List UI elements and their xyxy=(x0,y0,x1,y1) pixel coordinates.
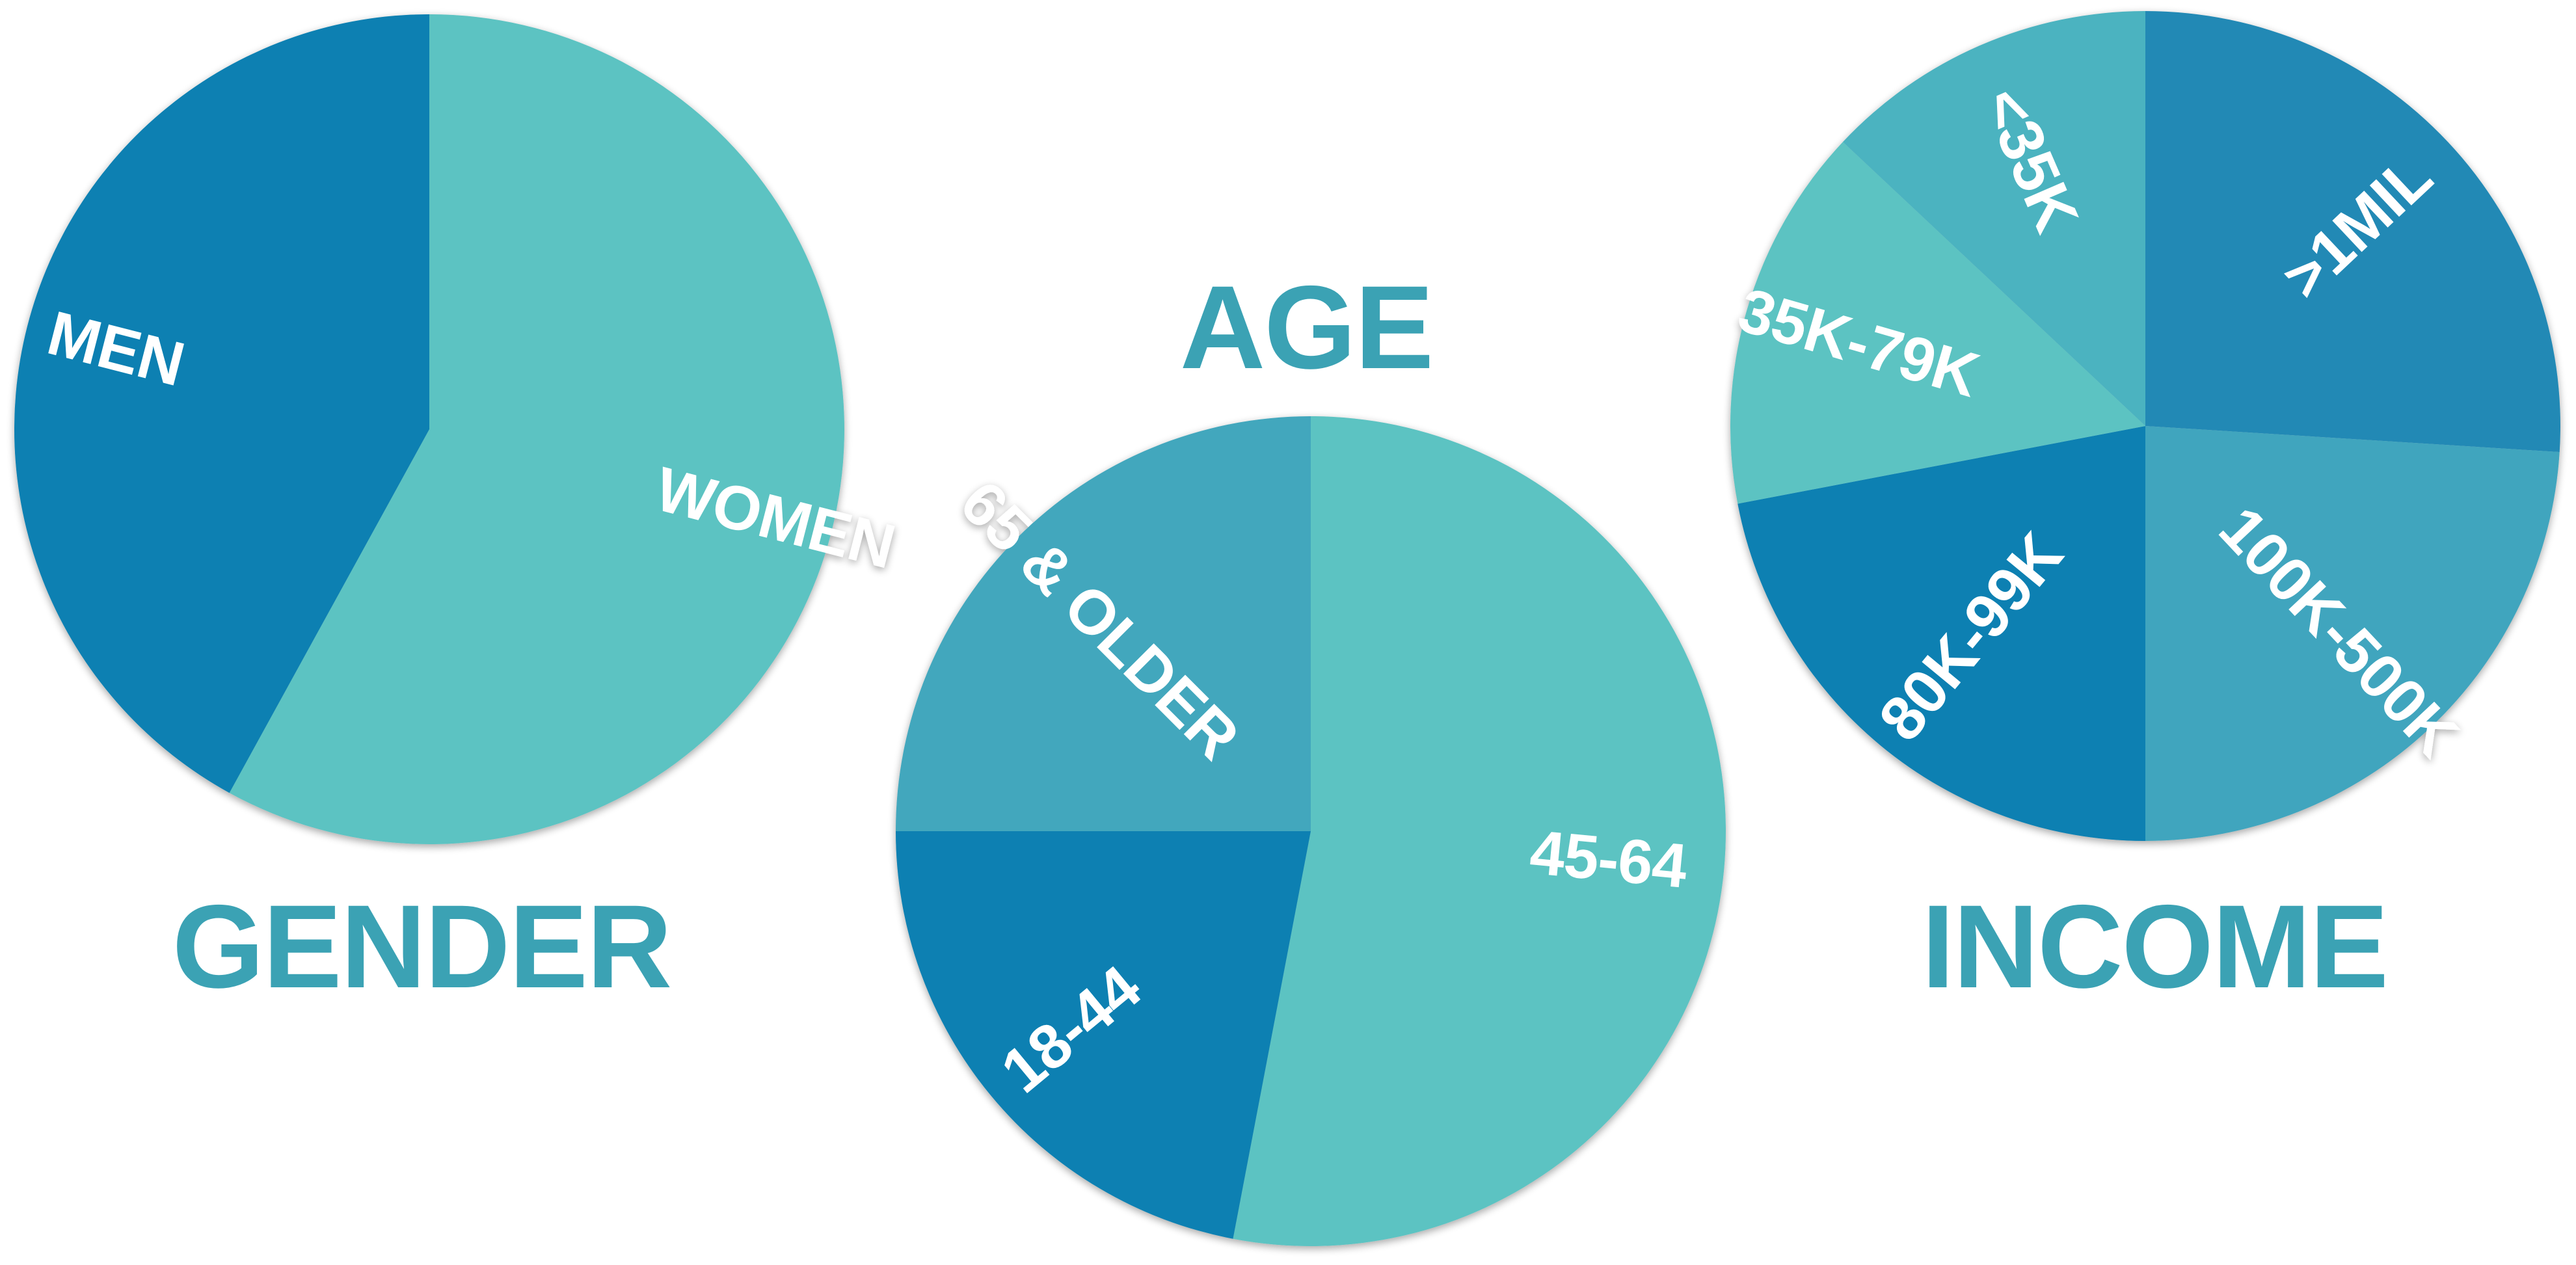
age-label-45-64: 45-64 xyxy=(1527,818,1690,901)
gender-title: GENDER xyxy=(172,880,671,1013)
age-slice-65-and-older xyxy=(896,416,1311,831)
age-slice-45-64 xyxy=(1233,416,1726,1246)
age-slice-18-44 xyxy=(896,831,1311,1239)
gender-slice-men xyxy=(14,14,429,793)
income-slice-80k-99k xyxy=(1737,426,2145,841)
gender-slice-women xyxy=(229,14,845,844)
age-title: AGE xyxy=(1180,261,1432,393)
income-slice-1mil xyxy=(2145,11,2560,453)
income-title: INCOME xyxy=(1922,880,2387,1013)
income-slice-35k-79k xyxy=(1730,142,2145,504)
income-slice-100k-500k xyxy=(2145,426,2560,841)
income-slice-35k xyxy=(1842,11,2145,426)
